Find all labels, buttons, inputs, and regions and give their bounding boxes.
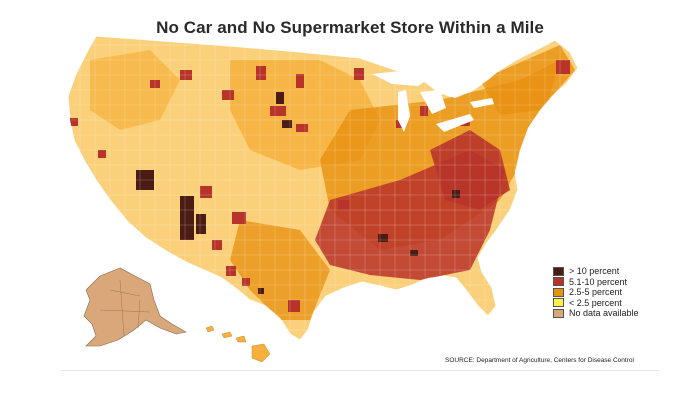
hotspot-utah	[136, 170, 154, 190]
county-red	[256, 66, 266, 80]
alaska-shape	[83, 267, 187, 347]
lake-erie	[436, 114, 474, 132]
lake-michigan	[398, 90, 410, 132]
counties-red	[70, 60, 570, 312]
legend-label: > 10 percent	[569, 266, 620, 277]
lake-huron	[420, 90, 446, 114]
hotspot-navajo-east	[196, 214, 206, 234]
county-red	[98, 150, 106, 158]
county-red	[212, 240, 222, 250]
hotspot-south-1	[378, 234, 388, 242]
hotspot-navajo	[180, 196, 194, 240]
divider	[60, 370, 660, 371]
lake-ontario	[470, 98, 494, 108]
hotspot-dakota-1	[276, 92, 284, 104]
legend-item-gt10: > 10 percent	[553, 266, 639, 277]
hotspot-south-3	[410, 250, 418, 256]
zone-northeast-orange	[480, 45, 575, 115]
county-red	[556, 60, 570, 74]
county-red	[150, 80, 160, 88]
hawaii-island-2	[221, 331, 233, 339]
hotspots-dark	[136, 92, 460, 294]
legend-item-lt2_5: < 2.5 percent	[553, 298, 639, 309]
county-red	[222, 90, 234, 100]
legend-swatch-lt2_5	[553, 298, 564, 308]
county-red	[338, 200, 350, 210]
county-red	[200, 186, 212, 198]
hawaii-island-3	[235, 335, 247, 343]
hotspot-texas	[258, 288, 264, 294]
legend-swatch-no-data	[553, 308, 564, 318]
alaska-borders	[99, 279, 151, 337]
county-red	[288, 300, 300, 312]
legend-swatch-2_5-5	[553, 287, 564, 297]
alaska	[83, 267, 187, 347]
legend-label: 2.5-5 percent	[569, 287, 623, 298]
county-red	[226, 266, 236, 276]
hawaii-island-1	[205, 325, 215, 333]
contiguous-us	[67, 35, 579, 341]
county-red	[270, 106, 286, 116]
map-title: No Car and No Supermarket Store Within a…	[156, 18, 544, 37]
legend-label: No data available	[569, 308, 639, 319]
county-red	[296, 74, 304, 88]
county-red	[242, 278, 250, 286]
county-red	[70, 118, 78, 126]
county-red	[296, 124, 308, 132]
legend-item-no-data: No data available	[553, 308, 639, 319]
county-red	[232, 212, 246, 224]
county-red	[354, 68, 364, 80]
hawaii	[205, 325, 271, 363]
zone-appalachia-red	[430, 130, 510, 210]
hawaii-island-big	[251, 343, 271, 363]
map-legend: > 10 percent 5.1-10 percent 2.5-5 percen…	[553, 266, 639, 319]
county-grid	[68, 36, 578, 340]
legend-swatch-gt10	[553, 266, 564, 276]
legend-label: < 2.5 percent	[569, 297, 622, 308]
county-red	[420, 106, 428, 116]
legend-item-2_5-5: 2.5-5 percent	[553, 287, 639, 298]
legend-swatch-5-10	[553, 277, 564, 287]
zone-west-mid	[90, 50, 180, 130]
legend-item-5-10: 5.1-10 percent	[553, 277, 639, 288]
zone-texas-orange	[230, 220, 330, 320]
hotspot-south-2	[452, 190, 460, 198]
region-zones	[90, 45, 575, 320]
county-red	[180, 70, 192, 80]
source-note: SOURCE: Department of Agriculture, Cente…	[445, 357, 634, 364]
legend-label: 5.1-10 percent	[569, 276, 628, 287]
hotspot-dakota-2	[282, 120, 292, 128]
